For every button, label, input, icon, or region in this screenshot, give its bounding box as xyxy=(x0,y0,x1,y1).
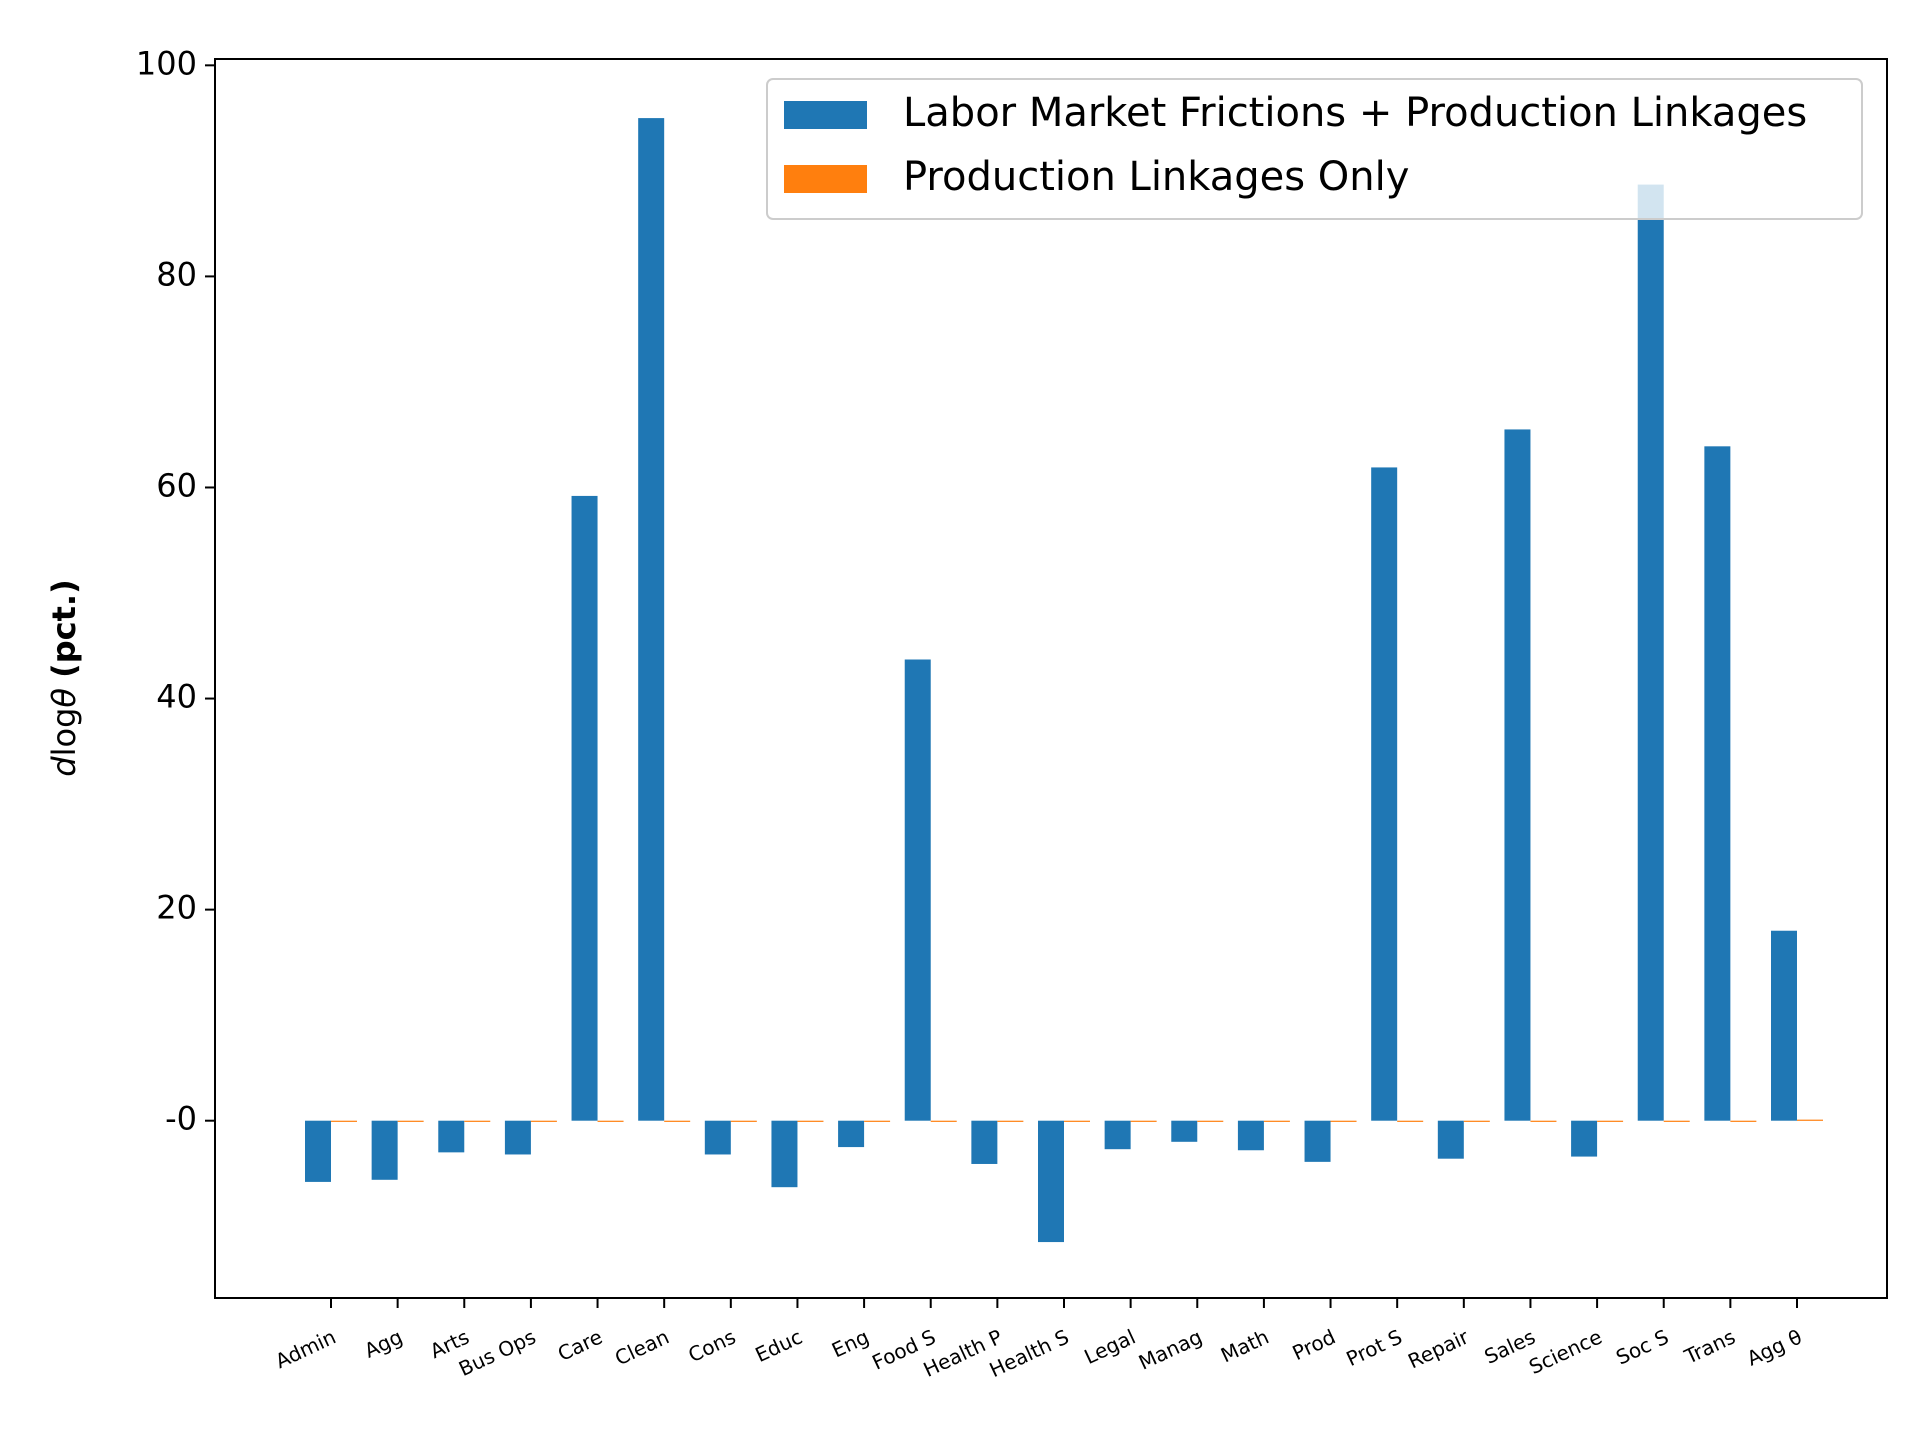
bar-frictions-sales xyxy=(1504,429,1531,1121)
x-tick-label: Agg θ xyxy=(1743,1325,1805,1371)
bar-linkages-food-s xyxy=(930,1120,957,1122)
plot-frame xyxy=(214,58,1888,1299)
x-tick-label: Manag xyxy=(1135,1325,1206,1375)
x-tick-label: Care xyxy=(554,1325,606,1366)
bars-layer xyxy=(305,118,1823,1243)
x-tick-label: Educ xyxy=(751,1325,806,1367)
bar-frictions-manag xyxy=(1171,1120,1198,1142)
bar-linkages-clean xyxy=(664,1120,691,1122)
bar-linkages-bus-ops xyxy=(530,1120,557,1122)
bar-frictions-repair xyxy=(1437,1120,1464,1159)
bar-linkages-agg- xyxy=(1797,1119,1823,1121)
bar-frictions-prod xyxy=(1304,1120,1331,1162)
bar-frictions-clean xyxy=(638,118,665,1121)
svg-text:dlogθ (pct.): dlogθ (pct.) xyxy=(45,579,83,776)
bar-frictions-legal xyxy=(1104,1120,1131,1150)
x-tick-label: Prot S xyxy=(1342,1325,1405,1372)
bar-frictions-eng xyxy=(838,1120,865,1148)
bar-linkages-manag xyxy=(1197,1120,1224,1122)
bar-linkages-educ xyxy=(797,1120,824,1122)
x-tick-label: Bus Ops xyxy=(455,1325,539,1381)
bar-linkages-repair xyxy=(1463,1120,1490,1122)
x-tick-label: Prod xyxy=(1289,1325,1339,1366)
x-tick-label: Science xyxy=(1525,1325,1605,1380)
bar-linkages-eng xyxy=(864,1120,891,1122)
bar-frictions-prot-s xyxy=(1371,467,1398,1121)
bar-frictions-health-p xyxy=(971,1120,998,1164)
bar-linkages-health-s xyxy=(1064,1120,1090,1122)
bar-linkages-legal xyxy=(1130,1120,1157,1122)
bar-linkages-prod xyxy=(1330,1120,1357,1122)
bar-linkages-health-p xyxy=(997,1120,1024,1122)
bar-linkages-arts xyxy=(464,1120,491,1122)
bar-frictions-trans xyxy=(1704,446,1731,1121)
bar-frictions-health-s xyxy=(1038,1120,1064,1243)
x-tick-label: Math xyxy=(1217,1325,1272,1368)
bar-frictions-math xyxy=(1237,1120,1264,1151)
bar-linkages-admin xyxy=(331,1120,357,1122)
y-tick-label: 20 xyxy=(156,889,197,927)
x-tick-label: Eng xyxy=(828,1325,873,1363)
bar-frictions-cons xyxy=(704,1120,731,1155)
bar-frictions-arts xyxy=(438,1120,465,1153)
y-tick-label: 40 xyxy=(156,678,197,716)
legend-label: Production Linkages Only xyxy=(903,154,1409,200)
legend-label: Labor Market Frictions + Production Link… xyxy=(903,90,1807,136)
bar-linkages-care xyxy=(597,1120,624,1122)
bar-frictions-soc-s xyxy=(1637,184,1664,1121)
x-tick-label: Agg xyxy=(361,1325,407,1363)
y-tick-label: 60 xyxy=(156,466,197,504)
x-tick-label: Repair xyxy=(1404,1324,1473,1373)
legend-box xyxy=(766,78,1863,220)
bar-linkages-cons xyxy=(730,1120,757,1122)
x-tick-label: Cons xyxy=(685,1325,740,1368)
y-axis-label: dlogθ (pct.) xyxy=(45,579,83,776)
bar-frictions-agg- xyxy=(1771,930,1797,1121)
bar-frictions-care xyxy=(571,495,598,1121)
y-tick-label: -0 xyxy=(165,1100,197,1138)
legend-swatch xyxy=(784,165,867,193)
bar-linkages-math xyxy=(1263,1120,1290,1122)
legend-swatch xyxy=(784,101,867,129)
bar-linkages-soc-s xyxy=(1663,1120,1690,1122)
x-tick-label: Soc S xyxy=(1612,1325,1672,1370)
x-tick-label: Admin xyxy=(272,1325,340,1374)
x-tick-label: Legal xyxy=(1080,1325,1139,1369)
bar-frictions-science xyxy=(1571,1120,1598,1157)
bar-frictions-agg xyxy=(371,1120,398,1180)
bar-linkages-prot-s xyxy=(1397,1120,1424,1122)
bar-linkages-sales xyxy=(1530,1120,1557,1122)
bar-frictions-bus-ops xyxy=(504,1120,531,1155)
bar-linkages-agg xyxy=(397,1120,424,1122)
legend: Labor Market Frictions + Production Link… xyxy=(766,78,1863,220)
bar-frictions-food-s xyxy=(904,659,931,1121)
bar-linkages-science xyxy=(1597,1120,1624,1122)
bar-frictions-admin xyxy=(305,1120,331,1182)
bar-linkages-trans xyxy=(1730,1120,1757,1122)
x-tick-label: Trans xyxy=(1680,1325,1739,1370)
bar-frictions-educ xyxy=(771,1120,798,1188)
y-tick-label: 100 xyxy=(136,44,197,82)
y-tick-label: 80 xyxy=(156,255,197,293)
x-tick-label: Clean xyxy=(611,1325,673,1371)
